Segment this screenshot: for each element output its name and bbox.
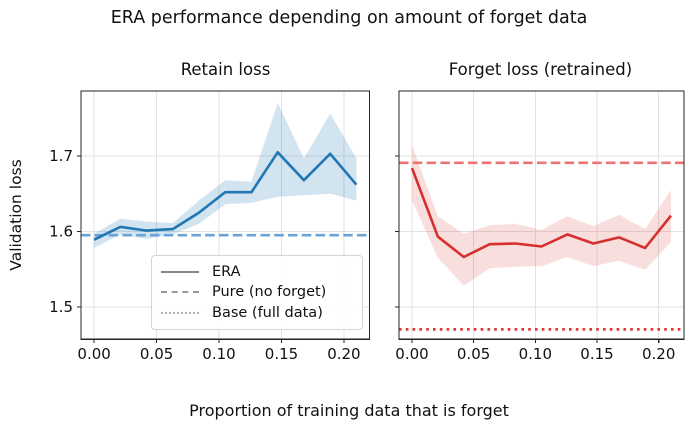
legend: ERA Pure (no forget) Base (full data) (151, 255, 363, 330)
era-line (93, 150, 358, 241)
dotted-line-swatch (161, 311, 199, 314)
x-tick-label: 0.05 (140, 345, 173, 363)
figure-title: ERA performance depending on amount of f… (110, 8, 588, 28)
x-tick-label: 0.10 (202, 345, 235, 363)
legend-label: ERA (212, 264, 241, 281)
solid-line-swatch (161, 271, 199, 274)
legend-label: Base (full data) (212, 304, 323, 321)
retain-loss-panel-title: Retain loss (180, 60, 271, 79)
x-tick-label: 0.05 (456, 345, 489, 363)
y-tick-label: 1.6 (49, 222, 73, 240)
axes-spines (80, 90, 371, 341)
x-axis-label: Proportion of training data that is forg… (189, 401, 509, 420)
y-tick-label: 1.5 (49, 298, 73, 316)
confidence-band (94, 103, 357, 248)
dashed-line-swatch (161, 291, 199, 294)
forget-loss-panel-title: Forget loss (retrained) (448, 60, 633, 79)
x-tick-label: 0.20 (327, 345, 360, 363)
tick-marks (77, 155, 345, 344)
retain-loss-plot: 0.00 0.05 0.10 0.15 0.20 1.5 1.6 1.7 (49, 90, 371, 363)
tick-marks (394, 155, 659, 344)
x-tick-label: 0.10 (518, 345, 551, 363)
x-tick-label: 0.15 (580, 345, 613, 363)
axes-spines (397, 90, 685, 341)
tick-labels: 0.00 0.05 0.10 0.15 0.20 1.5 1.6 1.7 (49, 147, 360, 363)
gridlines (398, 91, 684, 340)
tick-labels: 0.00 0.05 0.10 0.15 0.20 (395, 345, 675, 363)
y-axis-label: Validation loss (7, 159, 25, 271)
x-tick-label: 0.15 (265, 345, 298, 363)
x-tick-label: 0.20 (641, 345, 674, 363)
legend-item-base: Base (full data) (161, 303, 352, 323)
legend-item-pure: Pure (no forget) (161, 282, 352, 302)
legend-label: Pure (no forget) (212, 284, 327, 301)
legend-item-era: ERA (161, 262, 352, 282)
confidence-band (411, 145, 671, 286)
x-tick-label: 0.00 (395, 345, 428, 363)
x-tick-label: 0.00 (77, 345, 110, 363)
era-line (410, 167, 672, 259)
y-tick-label: 1.7 (49, 147, 73, 165)
forget-loss-plot: 0.00 0.05 0.10 0.15 0.20 (394, 90, 685, 363)
